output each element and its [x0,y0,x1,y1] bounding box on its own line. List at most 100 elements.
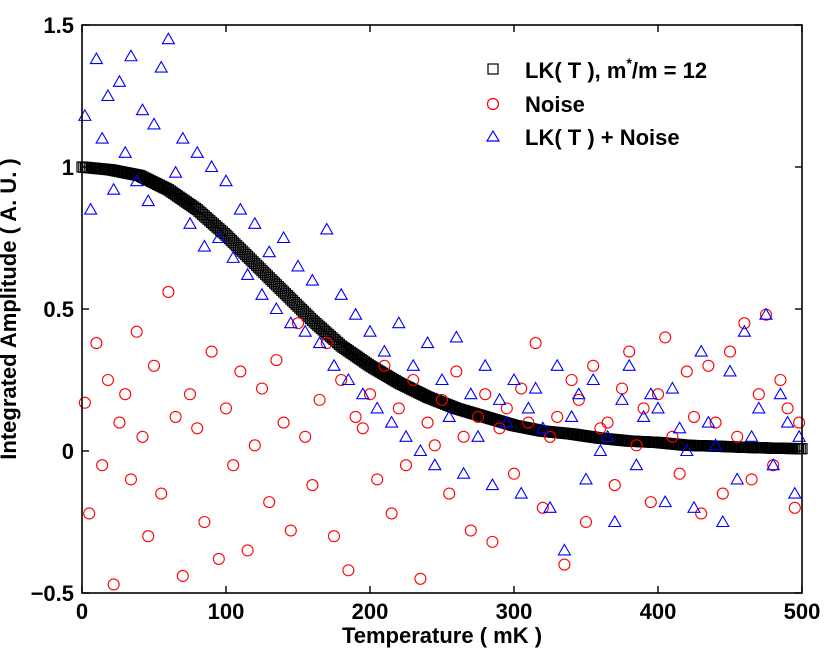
y-axis-label: Integrated Amplitude ( A. U. ) [0,158,21,459]
lk-plus-noise-point [384,415,399,428]
noise-point [270,354,283,367]
y-tick-label: 1.5 [43,13,74,38]
legend-lk-tail: /m = 12 [632,58,707,83]
noise-point [587,359,600,372]
legend-lk-main: LK( T ), m [525,58,626,83]
lk-plus-noise-point [147,117,161,130]
lk-plus-noise-point [478,358,493,371]
noise-point [119,388,132,401]
lk-plus-noise-point [190,145,205,158]
noise-point [227,459,240,472]
lk-plus-noise-point [485,477,500,491]
noise-point [356,422,369,435]
lk-plus-noise-point [507,372,521,386]
lk-plus-noise-point [413,443,428,457]
lk-plus-noise-point [106,182,121,195]
noise-point [788,501,801,514]
noise-point [191,422,204,435]
lk-plus-noise-point [406,358,421,371]
lk-plus-noise-point [334,287,349,300]
lk-plus-noise-point [255,287,269,300]
noise-point [142,530,155,543]
noise-point [536,501,549,514]
noise-point [349,410,362,423]
noise-point [522,416,535,429]
noise-point [601,416,614,429]
lk-plus-noise-point [629,458,644,471]
noise-point [738,317,751,330]
lk-plus-noise-point [463,387,478,400]
lk-plus-noise-point [363,324,377,337]
noise-point [572,393,585,406]
x-axis-label: Temperature ( mK ) [342,623,542,648]
noise-point [716,487,729,500]
noise-point [96,459,109,472]
x-tick-label: 200 [352,599,389,624]
lk-plus-noise-point [276,230,291,244]
lk-plus-noise-point [154,60,169,73]
noise-point [493,422,506,435]
lk-plus-noise-point [118,145,133,158]
lk-plus-noise-point [283,316,298,329]
noise-point [443,487,456,500]
noise-point [623,345,636,358]
lk-plus-noise-point [370,401,385,414]
lk-plus-noise-point [751,401,766,414]
noise-point [515,382,528,395]
legend-triangle-marker [485,129,501,142]
lk-plus-noise-point [327,358,341,371]
lk-plus-noise-point [586,372,601,386]
noise-point [147,359,161,372]
lk-plus-noise-point [135,103,150,116]
noise-point [774,373,787,387]
noise-point [363,388,377,401]
lk-plus-noise-point [694,344,709,357]
series-triangle [77,32,807,556]
noise-point [306,479,319,492]
lk-plus-noise-point [514,486,529,499]
lk-plus-noise-point [607,514,622,528]
y-tick-label: −0.5 [31,581,74,606]
noise-point [241,544,254,557]
lk-plus-noise-point [456,466,471,479]
x-tick-label: 0 [76,599,88,624]
noise-point [709,416,722,429]
series-square [76,161,808,455]
noise-point [234,365,247,378]
legend-entry-lk-plus-noise: LK( T ) + Noise [525,125,680,150]
lk-plus-noise-point [355,387,370,400]
y-tick-label: 0 [62,439,74,464]
lk-plus-noise-point [471,429,485,442]
lk-plus-noise-point [492,392,507,405]
noise-point [335,373,348,387]
noise-point [666,430,679,443]
noise-point [385,507,398,520]
noise-point [644,496,657,509]
lk-plus-noise-point [427,458,442,471]
noise-point [414,572,427,585]
lk-plus-noise-point [83,202,98,215]
noise-point [313,393,326,406]
x-tick-label: 300 [496,599,533,624]
legend-circle-marker [486,97,500,111]
lk-plus-noise-point [759,307,773,320]
noise-point [471,410,485,423]
lk-plus-noise-point [787,486,802,499]
noise-point [464,524,477,537]
noise-point [155,487,168,500]
lk-plus-noise-point [291,259,305,272]
lk-plus-noise-point [420,335,435,349]
lk-plus-noise-point [636,409,651,422]
noise-point [731,430,744,443]
lk-plus-noise-point [240,267,255,280]
lk-plus-noise-point [100,88,115,102]
lk-plus-noise-point [168,165,183,178]
noise-point [659,331,672,344]
noise-point [565,373,578,387]
lk-plus-noise-point [269,301,284,315]
lk-plus-noise-point [391,316,406,329]
noise-point [320,337,333,350]
lk-plus-noise-point [211,230,226,244]
noise-point [723,345,737,358]
